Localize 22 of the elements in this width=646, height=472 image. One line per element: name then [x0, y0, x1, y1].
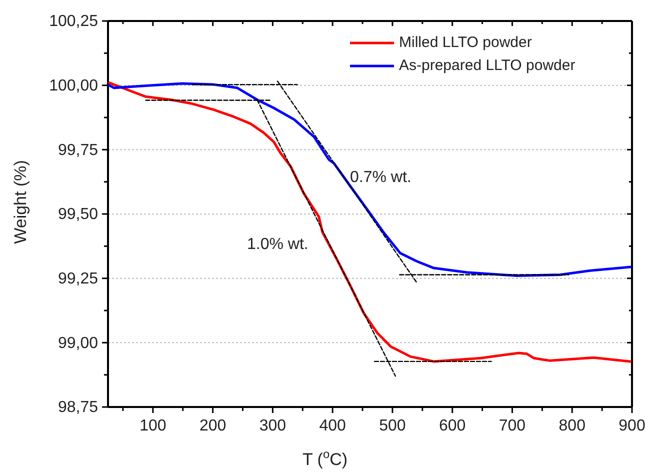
legend-label: As-prepared LLTO powder	[399, 56, 576, 74]
y-tick-label: 99,00	[58, 334, 98, 352]
x-tick-label: 700	[498, 417, 526, 434]
x-tick-label: 900	[618, 417, 646, 434]
x-tick-label: 800	[558, 417, 586, 434]
x-tick-label: 400	[319, 417, 346, 434]
annotation: 0.7% wt.	[350, 169, 412, 186]
x-tick-label: 500	[379, 417, 406, 434]
x-tick-label: 100	[140, 417, 166, 434]
x-axis-title: T ($^{o}$C)	[302, 447, 348, 469]
legend-label: Milled LLTO powder	[399, 34, 532, 51]
y-axis-title: Weight (%)	[11, 160, 30, 244]
y-tick-label: 99,25	[58, 270, 98, 288]
y-tick-label: 99,75	[58, 142, 98, 159]
x-tick-label: 200	[199, 417, 226, 434]
y-tick-label: 98,75	[58, 399, 98, 416]
x-tick-label: 600	[438, 417, 466, 434]
y-tick-label: 99,50	[58, 206, 98, 224]
y-tick-label: 100,25	[49, 13, 98, 30]
annotation: 1.0% wt.	[247, 236, 308, 254]
x-tick-label: 300	[259, 417, 286, 434]
y-tick-label: 100,00	[49, 77, 98, 94]
